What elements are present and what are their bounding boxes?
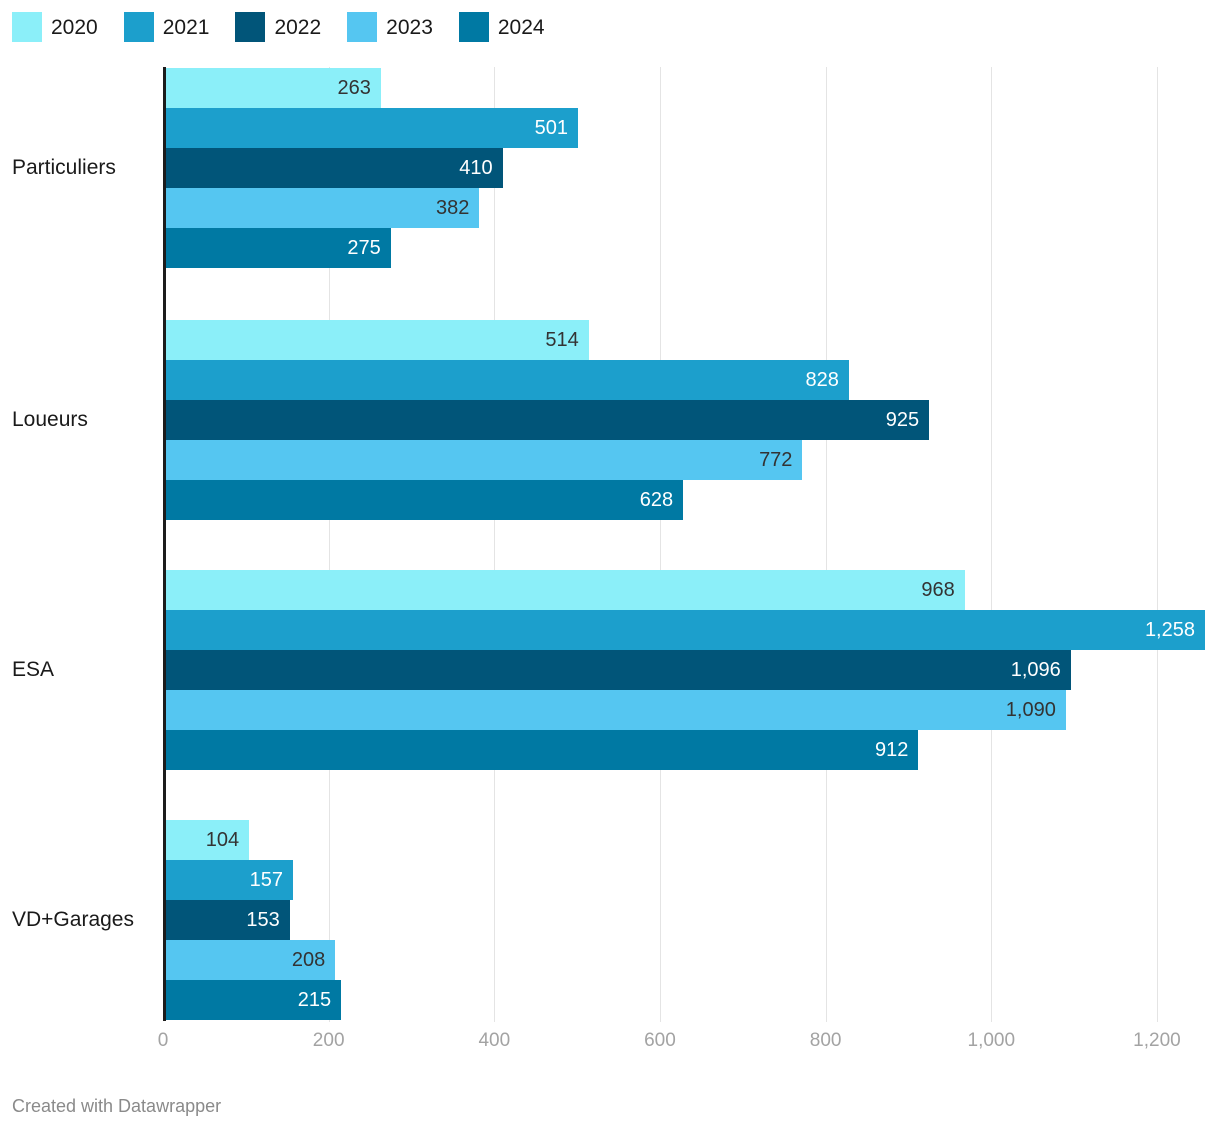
bar-ESA-2023[interactable]: 1,090: [163, 690, 1066, 730]
gridline-200: [328, 67, 330, 1022]
bar-ESA-2020[interactable]: 968: [163, 570, 965, 610]
bar-Particuliers-2020[interactable]: 263: [163, 68, 381, 108]
category-label-ESA: ESA: [12, 658, 55, 681]
x-tick-label-0: 0: [157, 1030, 169, 1051]
bar-value-label: 925: [885, 409, 920, 431]
legend-swatch-2020: [12, 12, 42, 42]
bar-Particuliers-2024[interactable]: 275: [163, 228, 391, 268]
bar-Particuliers-2021[interactable]: 501: [163, 108, 578, 148]
bar-group-Loueurs: 514 828 925 772 628: [163, 320, 1205, 520]
gridline-1000: [991, 67, 993, 1022]
bar-value-label: 157: [249, 869, 284, 891]
legend-item-2020: 2020: [12, 12, 98, 42]
bar-value-label: 153: [246, 909, 280, 931]
bar-Loueurs-2023[interactable]: 772: [163, 440, 803, 480]
x-tick-label-800: 800: [809, 1030, 842, 1051]
bar-value-label: 968: [921, 579, 955, 601]
bar-value-label: 1,090: [1005, 699, 1056, 721]
bar-VD+Garages-2020[interactable]: 104: [163, 820, 250, 860]
bar-VD+Garages-2023[interactable]: 208: [163, 940, 336, 980]
gridline-600: [659, 67, 661, 1022]
gridline-1200: [1156, 67, 1158, 1022]
legend-label-2023: 2023: [386, 15, 433, 39]
legend-item-2024: 2024: [458, 12, 545, 42]
bar-value-label: 275: [347, 237, 381, 259]
bar-Loueurs-2021[interactable]: 828: [163, 360, 849, 400]
legend-label-2022: 2022: [274, 15, 322, 39]
bar-value-label: 1,258: [1144, 619, 1195, 641]
bar-value-label: 410: [459, 157, 493, 179]
x-tick-label-400: 400: [478, 1030, 511, 1051]
bar-value-label: 628: [639, 489, 674, 511]
bar-value-label: 263: [337, 77, 371, 99]
bar-Loueurs-2022[interactable]: 925: [163, 400, 930, 440]
x-tick-label-200: 200: [312, 1030, 345, 1051]
x-tick-label-1000: 1,000: [967, 1030, 1016, 1051]
bar-value-label: 208: [291, 949, 326, 971]
bar-value-label: 828: [805, 369, 839, 391]
legend: 2020 2021 2022 2023 2024: [12, 12, 545, 42]
bar-group-ESA: 968 1,258 1,096 1,090 912: [163, 570, 1205, 770]
x-tick-label-600: 600: [644, 1030, 676, 1051]
bar-ESA-2022[interactable]: 1,096: [163, 650, 1071, 690]
legend-item-2022: 2022: [235, 12, 321, 42]
legend-label-2024: 2024: [497, 15, 545, 39]
bar-group-Particuliers: 263 501 410 382 275: [163, 68, 1205, 268]
bar-group-VD+Garages: 104 157 153 208 215: [163, 820, 1205, 1020]
bar-VD+Garages-2021[interactable]: 157: [163, 860, 294, 900]
bar-VD+Garages-2024[interactable]: 215: [163, 980, 342, 1020]
legend-item-2023: 2023: [347, 12, 433, 42]
x-tick-label-1200: 1,200: [1133, 1030, 1181, 1051]
category-label-Loueurs: Loueurs: [12, 408, 88, 431]
category-label-VD+Garages: VD+Garages: [12, 908, 134, 931]
plot-area: 263 501 410 382 275 514 828 925 772 628 968 1,258 1,…: [163, 67, 1205, 1022]
legend-label-2021: 2021: [162, 15, 210, 39]
legend-swatch-2022: [235, 12, 266, 42]
legend-swatch-2021: [123, 12, 154, 42]
legend-swatch-2024: [458, 12, 489, 42]
bar-Loueurs-2020[interactable]: 514: [163, 320, 589, 360]
bar-value-label: 501: [534, 117, 568, 139]
datawrapper-credit: Created with Datawrapper: [12, 1096, 222, 1116]
legend-item-2021: 2021: [123, 12, 210, 42]
category-label-Particuliers: Particuliers: [12, 156, 116, 179]
bar-VD+Garages-2022[interactable]: 153: [163, 900, 290, 940]
bar-value-label: 382: [436, 197, 470, 219]
bar-Loueurs-2024[interactable]: 628: [163, 480, 684, 520]
bar-value-label: 104: [205, 829, 240, 851]
legend-swatch-2023: [347, 12, 378, 42]
bar-Particuliers-2022[interactable]: 410: [163, 148, 503, 188]
gridline-400: [494, 67, 496, 1022]
bar-value-label: 912: [875, 739, 909, 761]
bar-value-label: 215: [297, 989, 332, 1011]
bar-value-label: 514: [545, 329, 579, 351]
bar-value-label: 772: [759, 449, 793, 471]
y-axis-line: [163, 67, 166, 1021]
bar-Particuliers-2023[interactable]: 382: [163, 188, 480, 228]
legend-label-2020: 2020: [51, 15, 98, 39]
bar-value-label: 1,096: [1010, 659, 1061, 681]
gridline-800: [825, 67, 827, 1022]
bar-ESA-2021[interactable]: 1,258: [163, 610, 1205, 650]
bar-ESA-2024[interactable]: 912: [163, 730, 919, 770]
